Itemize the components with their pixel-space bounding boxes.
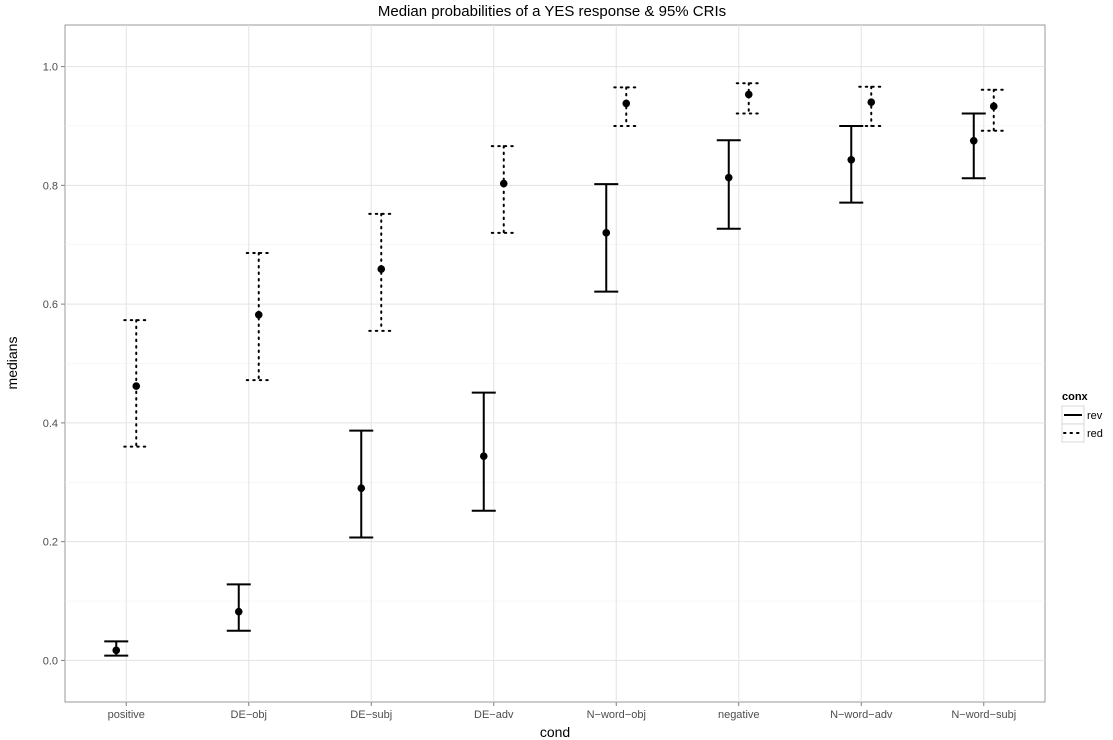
chart-title: Median probabilities of a YES response &… xyxy=(378,3,726,20)
median-point-rev xyxy=(234,607,243,616)
x-tick-label: DE−adv xyxy=(474,709,514,721)
y-axis-title: medians xyxy=(4,337,20,390)
x-tick-label: positive xyxy=(108,709,145,721)
x-axis-title: cond xyxy=(540,724,570,740)
y-tick-label: 0.4 xyxy=(43,418,58,430)
median-point-rev xyxy=(847,156,856,164)
y-tick-label: 0.0 xyxy=(43,655,58,667)
median-point-red xyxy=(499,179,508,188)
legend: conx rev red xyxy=(1061,391,1103,443)
median-point-red xyxy=(744,90,753,99)
y-tick-label: 0.2 xyxy=(43,537,58,549)
x-tick-label: N−word−subj xyxy=(951,709,1016,721)
x-tick-label: DE−obj xyxy=(231,709,267,721)
median-point-red xyxy=(132,382,141,390)
median-point-red xyxy=(867,98,876,107)
x-tick-label: N−word−adv xyxy=(830,709,893,721)
median-point-rev xyxy=(724,173,733,182)
median-point-rev xyxy=(112,646,121,655)
x-axis-ticks: positive DE−obj DE−subj DE−adv N−word−obj neg… xyxy=(108,702,1016,721)
median-point-red xyxy=(254,311,263,319)
median-point-red xyxy=(622,99,631,108)
errorbars xyxy=(104,82,1007,657)
x-tick-label: DE−subj xyxy=(350,709,392,721)
median-point-red xyxy=(377,265,386,273)
median-point-rev xyxy=(969,137,978,145)
median-point-rev xyxy=(602,229,611,237)
median-point-rev xyxy=(479,452,488,460)
y-tick-label: 1.0 xyxy=(43,62,58,74)
y-axis-ticks: 0.0 0.2 0.4 0.6 0.8 1.0 xyxy=(43,62,65,667)
legend-title: conx xyxy=(1062,391,1089,403)
legend-label-rev: rev xyxy=(1087,410,1103,422)
legend-label-red: red xyxy=(1087,428,1103,440)
grid-major xyxy=(65,25,1045,702)
median-point-rev xyxy=(357,484,366,493)
grid-minor xyxy=(65,125,1045,602)
y-tick-label: 0.6 xyxy=(43,299,58,311)
x-tick-label: N−word−obj xyxy=(587,709,646,721)
y-tick-label: 0.8 xyxy=(43,180,58,192)
x-tick-label: negative xyxy=(718,709,760,721)
median-point-red xyxy=(989,102,998,111)
points xyxy=(112,90,998,655)
